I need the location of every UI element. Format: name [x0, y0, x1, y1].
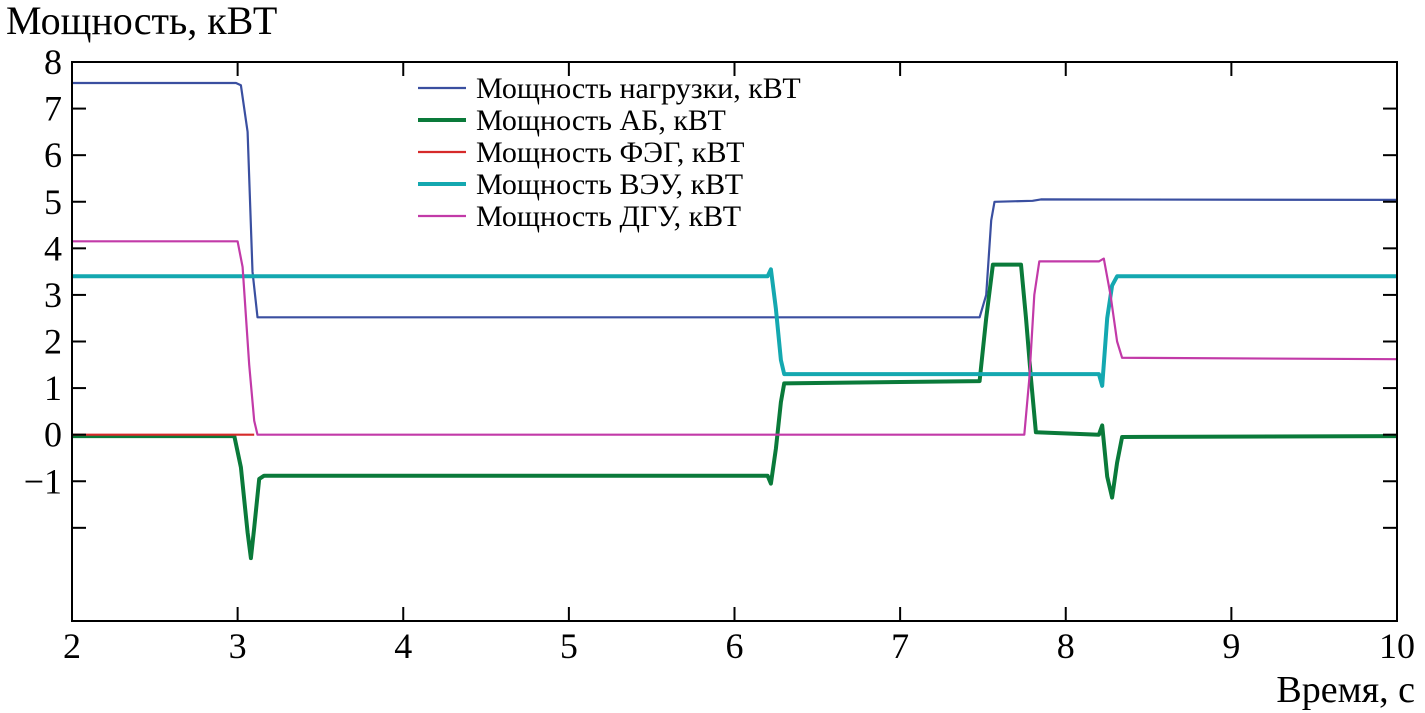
series-line-1	[72, 81, 1398, 319]
x-tick-label-2: 4	[394, 626, 412, 666]
y-tick-label-7: 5	[44, 182, 62, 222]
series-line-2	[72, 262, 1398, 561]
series-layer	[72, 81, 1398, 561]
y-tick-label-6: 4	[44, 228, 62, 268]
plot-area	[72, 62, 1397, 621]
legend-label-3: Мощность ФЭГ, кВТ	[476, 136, 744, 169]
plot-background	[72, 62, 1397, 621]
x-axis-label: Время, с	[1276, 669, 1415, 711]
x-tick-label-4: 6	[726, 626, 744, 666]
x-tick-label-0: 2	[63, 626, 81, 666]
x-tick-label-1: 3	[229, 626, 247, 666]
x-tick-label-3: 5	[560, 626, 578, 666]
x-tick-label-6: 8	[1057, 626, 1075, 666]
legend-label-2: Мощность АБ, кВТ	[476, 104, 726, 137]
x-tick-label-7: 9	[1222, 626, 1240, 666]
series-line-4	[72, 267, 1397, 388]
y-tick-label-5: 3	[44, 275, 62, 315]
y-tick-label-2: 0	[44, 415, 62, 455]
series-line-5	[72, 240, 1398, 436]
legend-label-4: Мощность ВЭУ, кВТ	[476, 168, 743, 201]
y-axis-label: Мощность, кВТ	[6, 0, 277, 43]
legend-label-5: Мощность ДГУ, кВТ	[476, 200, 741, 233]
y-tick-label-3: 1	[44, 368, 62, 408]
axes-layer: 2 3 4 5 6 7 8 9 10 −1 0 1 2 3 4 5 6 7 8	[24, 42, 1415, 666]
y-tick-label-4: 2	[44, 322, 62, 362]
legend-label-1: Мощность нагрузки, кВТ	[476, 72, 801, 105]
x-tick-label-8: 10	[1379, 626, 1415, 666]
y-tick-label-9: 7	[44, 89, 62, 129]
y-tick-label-10: 8	[44, 42, 62, 82]
y-tick-label-8: 6	[44, 135, 62, 175]
y-tick-label-1: −1	[24, 461, 62, 501]
x-tick-label-5: 7	[891, 626, 909, 666]
